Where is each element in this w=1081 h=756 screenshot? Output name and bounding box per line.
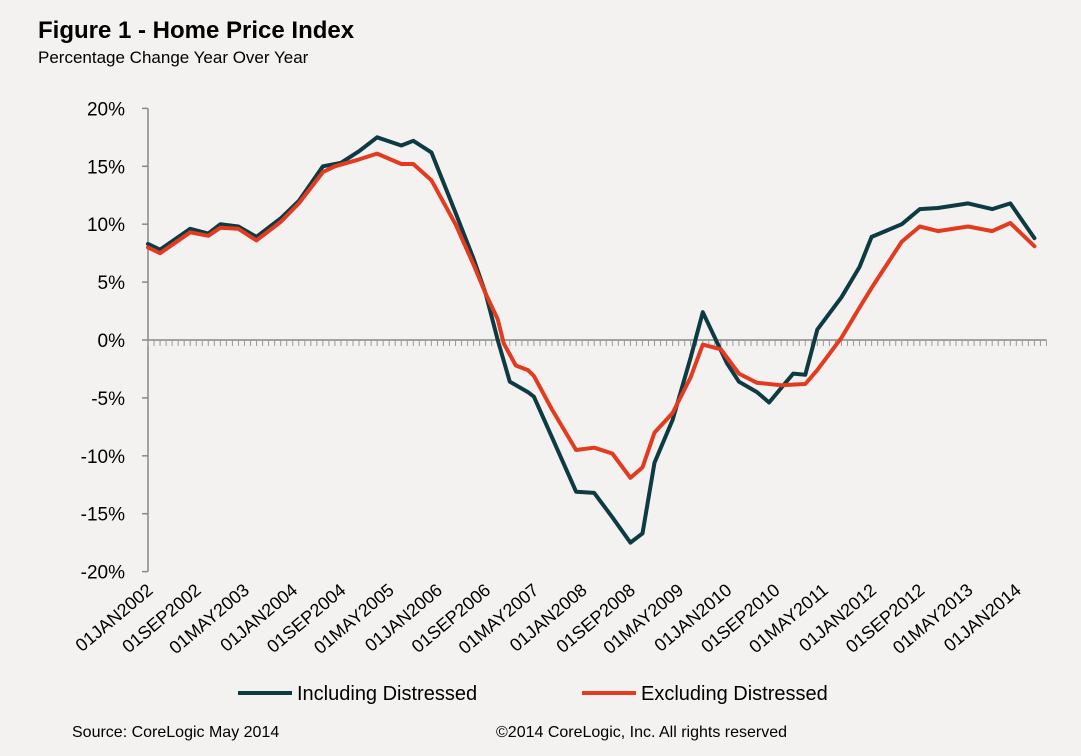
y-tick-label: 10% [87, 215, 125, 236]
y-tick-label: 15% [87, 157, 125, 178]
series-lines [146, 135, 1037, 545]
y-tick-label: -20% [81, 563, 125, 584]
legend-label-including: Including Distressed [297, 683, 477, 705]
legend-label-excluding: Excluding Distressed [641, 683, 828, 705]
source-note: Source: CoreLogic May 2014 [72, 724, 279, 741]
chart-title: Figure 1 - Home Price Index [38, 17, 355, 44]
y-tick-label: -15% [81, 505, 125, 526]
axes: 20%15%10%5%0%-5%-10%-15%-20%01JAN200201S… [72, 99, 1047, 658]
y-tick-label: 5% [98, 273, 126, 294]
series-line-excluding-distressed [146, 151, 1037, 480]
y-tick-label: 20% [87, 99, 125, 120]
chart-subtitle: Percentage Change Year Over Year [38, 48, 309, 67]
legend: Including Distressed Excluding Distresse… [238, 683, 828, 705]
y-tick-label: -10% [81, 447, 125, 468]
y-tick-label: 0% [98, 331, 126, 352]
y-tick-label: -5% [91, 389, 125, 410]
copyright-note: ©2014 CoreLogic, Inc. All rights reserve… [496, 724, 787, 741]
